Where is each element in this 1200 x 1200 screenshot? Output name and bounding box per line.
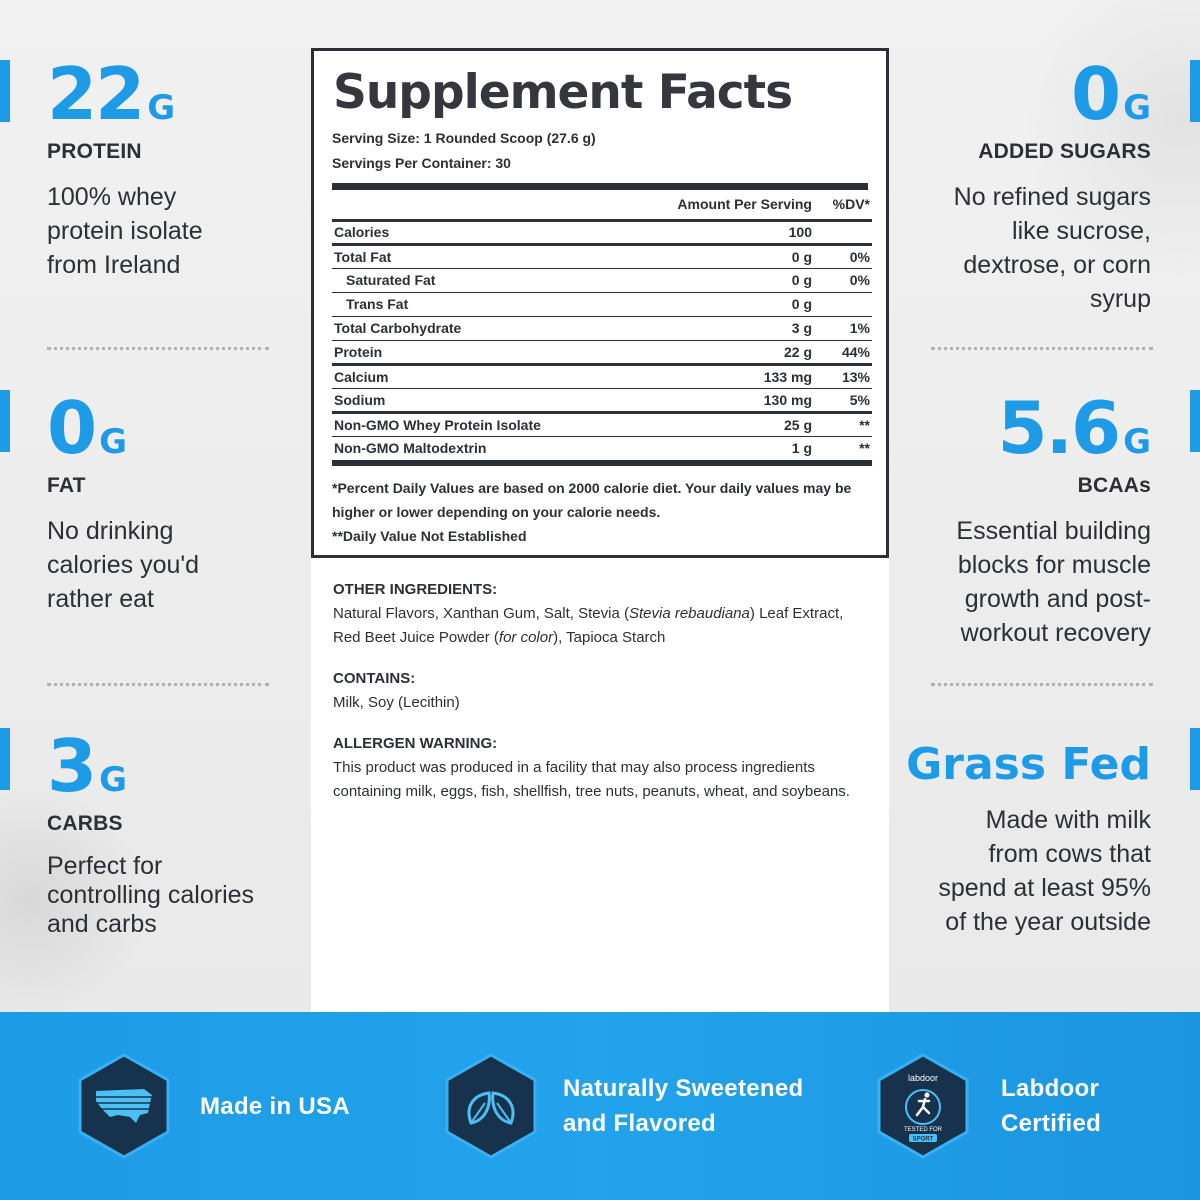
facts-table: Amount Per Serving %DV* Calories 100 Tot… (332, 190, 872, 460)
facts-row: Saturated Fat 0 g 0% (332, 268, 872, 293)
leaves-icon (441, 1051, 541, 1161)
badge-text: Made in USA (200, 1092, 350, 1120)
badge-labdoor-certified: labdoor TESTED FOR SPORT Labdoor Certifi… (873, 1012, 1101, 1200)
svg-text:SPORT: SPORT (913, 1137, 934, 1143)
contains-text: Milk, Soy (Lecithin) (333, 694, 460, 711)
header-amount: Amount Per Serving (675, 190, 814, 222)
badge-naturally-sweetened: Naturally Sweetened and Flavored (441, 1012, 803, 1200)
header-dv: %DV* (814, 190, 872, 222)
protein-description: 100% whey protein isolate from Ireland (47, 183, 203, 279)
dotted-divider (47, 683, 269, 686)
right-edge-marker (1190, 60, 1200, 122)
left-edge-marker (0, 728, 10, 790)
feature-protein: 22 G PROTEIN 100% whey protein isolate fr… (47, 58, 297, 282)
facts-row: Calories 100 (332, 220, 872, 246)
facts-header-row: Amount Per Serving %DV* (332, 190, 872, 222)
allergen-heading: ALLERGEN WARNING: (333, 735, 498, 752)
ingredients-section: OTHER INGREDIENTS: Natural Flavors, Xant… (333, 578, 873, 821)
svg-text:labdoor: labdoor (908, 1073, 938, 1083)
facts-row: Sodium 130 mg 5% (332, 388, 872, 414)
allergen-warning: ALLERGEN WARNING: This product was produ… (333, 732, 873, 804)
sugars-description: No refined sugars like sucrose, dextrose… (953, 183, 1151, 313)
carbs-description: Perfect for controlling calories and car… (47, 852, 255, 938)
right-edge-marker (1190, 728, 1200, 790)
serving-size: Serving Size: 1 Rounded Scoop (27.6 g) (332, 130, 596, 146)
badge-text: Naturally Sweetened and Flavored (563, 1075, 804, 1137)
facts-row: Total Fat 0 g 0% (332, 244, 872, 269)
facts-row: Calcium 133 mg 13% (332, 364, 872, 389)
fat-label: FAT (47, 474, 86, 497)
contains-heading: CONTAINS: (333, 670, 416, 687)
protein-amount: 22 G (47, 52, 176, 136)
feature-grass-fed: Grass Fed Made with milk from cows that … (891, 743, 1151, 939)
fat-description: No drinking calories you'd rather eat (47, 517, 200, 613)
usa-map-icon (74, 1051, 174, 1161)
carbs-label: CARBS (47, 812, 123, 835)
facts-title: Supplement Facts (333, 65, 793, 120)
bcaas-description: Essential building blocks for muscle gro… (956, 517, 1151, 647)
badge-band: Made in USA Naturally Sweetened and Flav… (0, 1012, 1200, 1200)
protein-label: PROTEIN (47, 140, 142, 163)
feature-bcaas: 5.6 G BCAAs Essential building blocks for… (901, 392, 1151, 650)
facts-row: Trans Fat 0 g (332, 292, 872, 317)
badge-made-in-usa: Made in USA (74, 1012, 350, 1200)
labdoor-icon: labdoor TESTED FOR SPORT (873, 1051, 973, 1161)
other-ingredients-heading: OTHER INGREDIENTS: (333, 581, 498, 598)
dotted-divider (931, 347, 1153, 350)
other-ingredients-text: Natural Flavors, Xanthan Gum, Salt, Stev… (333, 605, 844, 646)
facts-row: Non-GMO Maltodextrin 1 g ** (334, 440, 870, 457)
sugars-label: ADDED SUGARS (978, 140, 1151, 163)
allergen-text: This product was produced in a facility … (333, 759, 850, 800)
supplement-facts-panel: Supplement Facts Serving Size: 1 Rounded… (311, 48, 889, 558)
other-ingredients: OTHER INGREDIENTS: Natural Flavors, Xant… (333, 578, 873, 650)
badge-text: Labdoor Certified (1001, 1075, 1102, 1137)
contains: CONTAINS: Milk, Soy (Lecithin) (333, 667, 873, 715)
thick-rule (332, 460, 872, 466)
facts-footnote: *Percent Daily Values are based on 2000 … (332, 480, 852, 544)
bcaas-amount: 5.6 G (997, 386, 1151, 470)
dotted-divider (931, 683, 1153, 686)
facts-row: Total Carbohydrate 3 g 1% (332, 316, 872, 341)
right-edge-marker (1190, 390, 1200, 452)
svg-text:TESTED FOR: TESTED FOR (904, 1127, 943, 1133)
grass-fed-description: Made with milk from cows that spend at l… (938, 806, 1151, 936)
thick-rule (332, 183, 868, 190)
bcaas-label: BCAAs (1077, 474, 1151, 497)
facts-row: Non-GMO Whey Protein Isolate 25 g ** (332, 412, 872, 437)
dotted-divider (47, 347, 269, 350)
facts-row: Protein 22 g 44% (332, 340, 872, 366)
servings-per-container: Servings Per Container: 30 (332, 155, 511, 171)
left-edge-marker (0, 60, 10, 122)
left-edge-marker (0, 390, 10, 452)
grass-fed-title: Grass Fed (906, 739, 1151, 790)
